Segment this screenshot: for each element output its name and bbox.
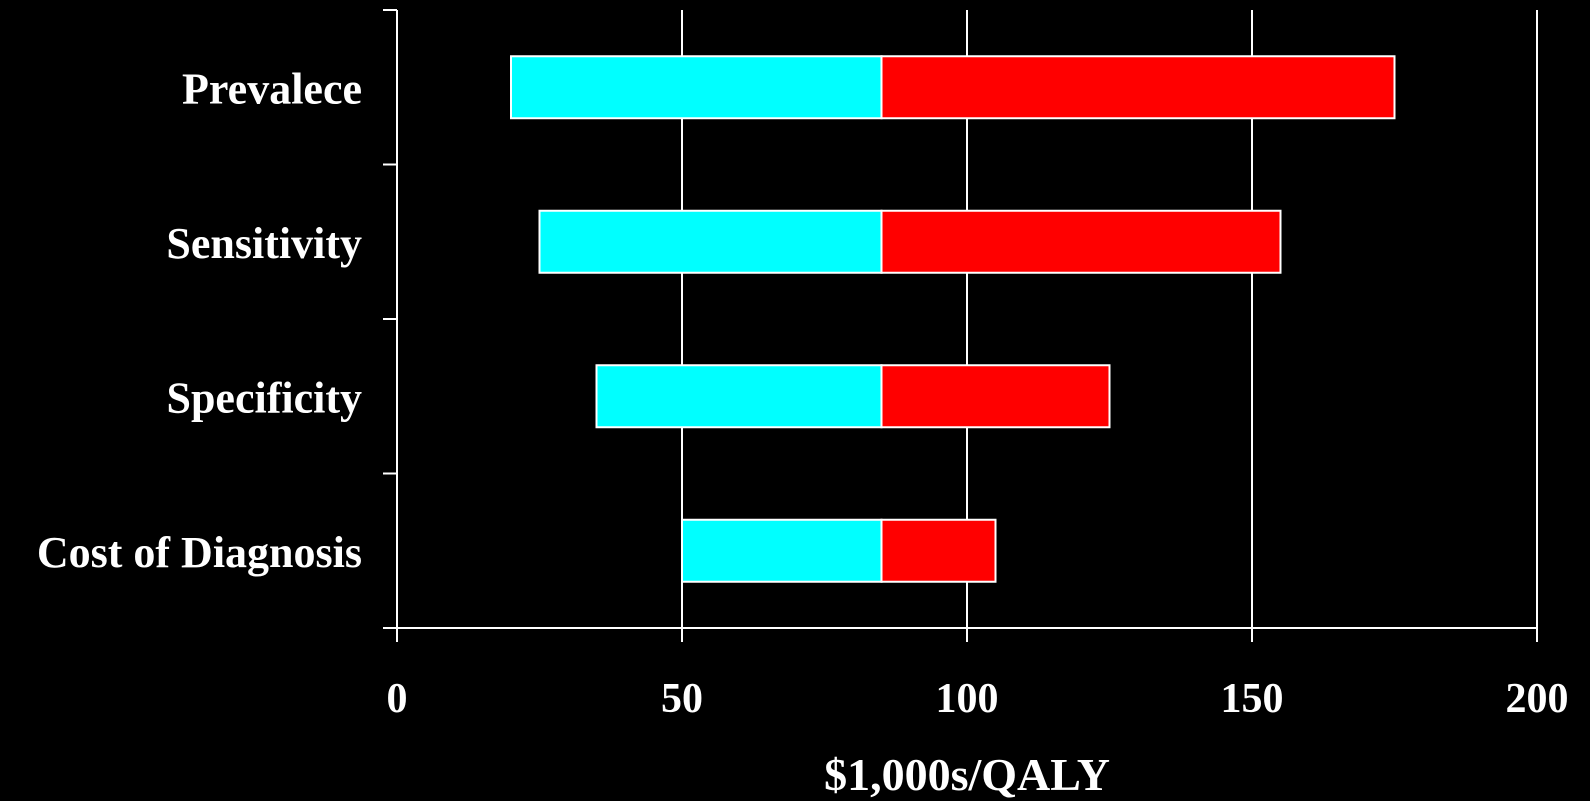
bar-high-0 — [880, 55, 1396, 120]
label-layer: Prevalece Sensitivity Specificity Cost of D… — [37, 64, 1569, 722]
axis-layer — [383, 9, 1538, 642]
x-tick-label-150: 150 — [1221, 676, 1284, 722]
bar-high-2 — [880, 364, 1111, 429]
category-label-3: Cost of Diagnosis — [37, 528, 362, 577]
x-tick-label-0: 0 — [387, 676, 408, 722]
bar-layer — [510, 55, 1396, 583]
category-label-1: Sensitivity — [166, 219, 362, 268]
bar-low-1 — [538, 209, 883, 274]
x-tick-label-200: 200 — [1506, 676, 1569, 722]
bar-low-0 — [510, 55, 883, 120]
bar-low-3 — [681, 518, 883, 583]
x-axis-title: $1,000s/QALY — [824, 749, 1110, 800]
category-label-2: Specificity — [166, 373, 362, 422]
bar-high-1 — [880, 209, 1282, 274]
bar-high-3 — [880, 518, 997, 583]
x-tick-label-50: 50 — [661, 676, 703, 722]
bar-low-2 — [595, 364, 883, 429]
x-tick-label-100: 100 — [936, 676, 999, 722]
category-label-0: Prevalece — [182, 64, 362, 113]
